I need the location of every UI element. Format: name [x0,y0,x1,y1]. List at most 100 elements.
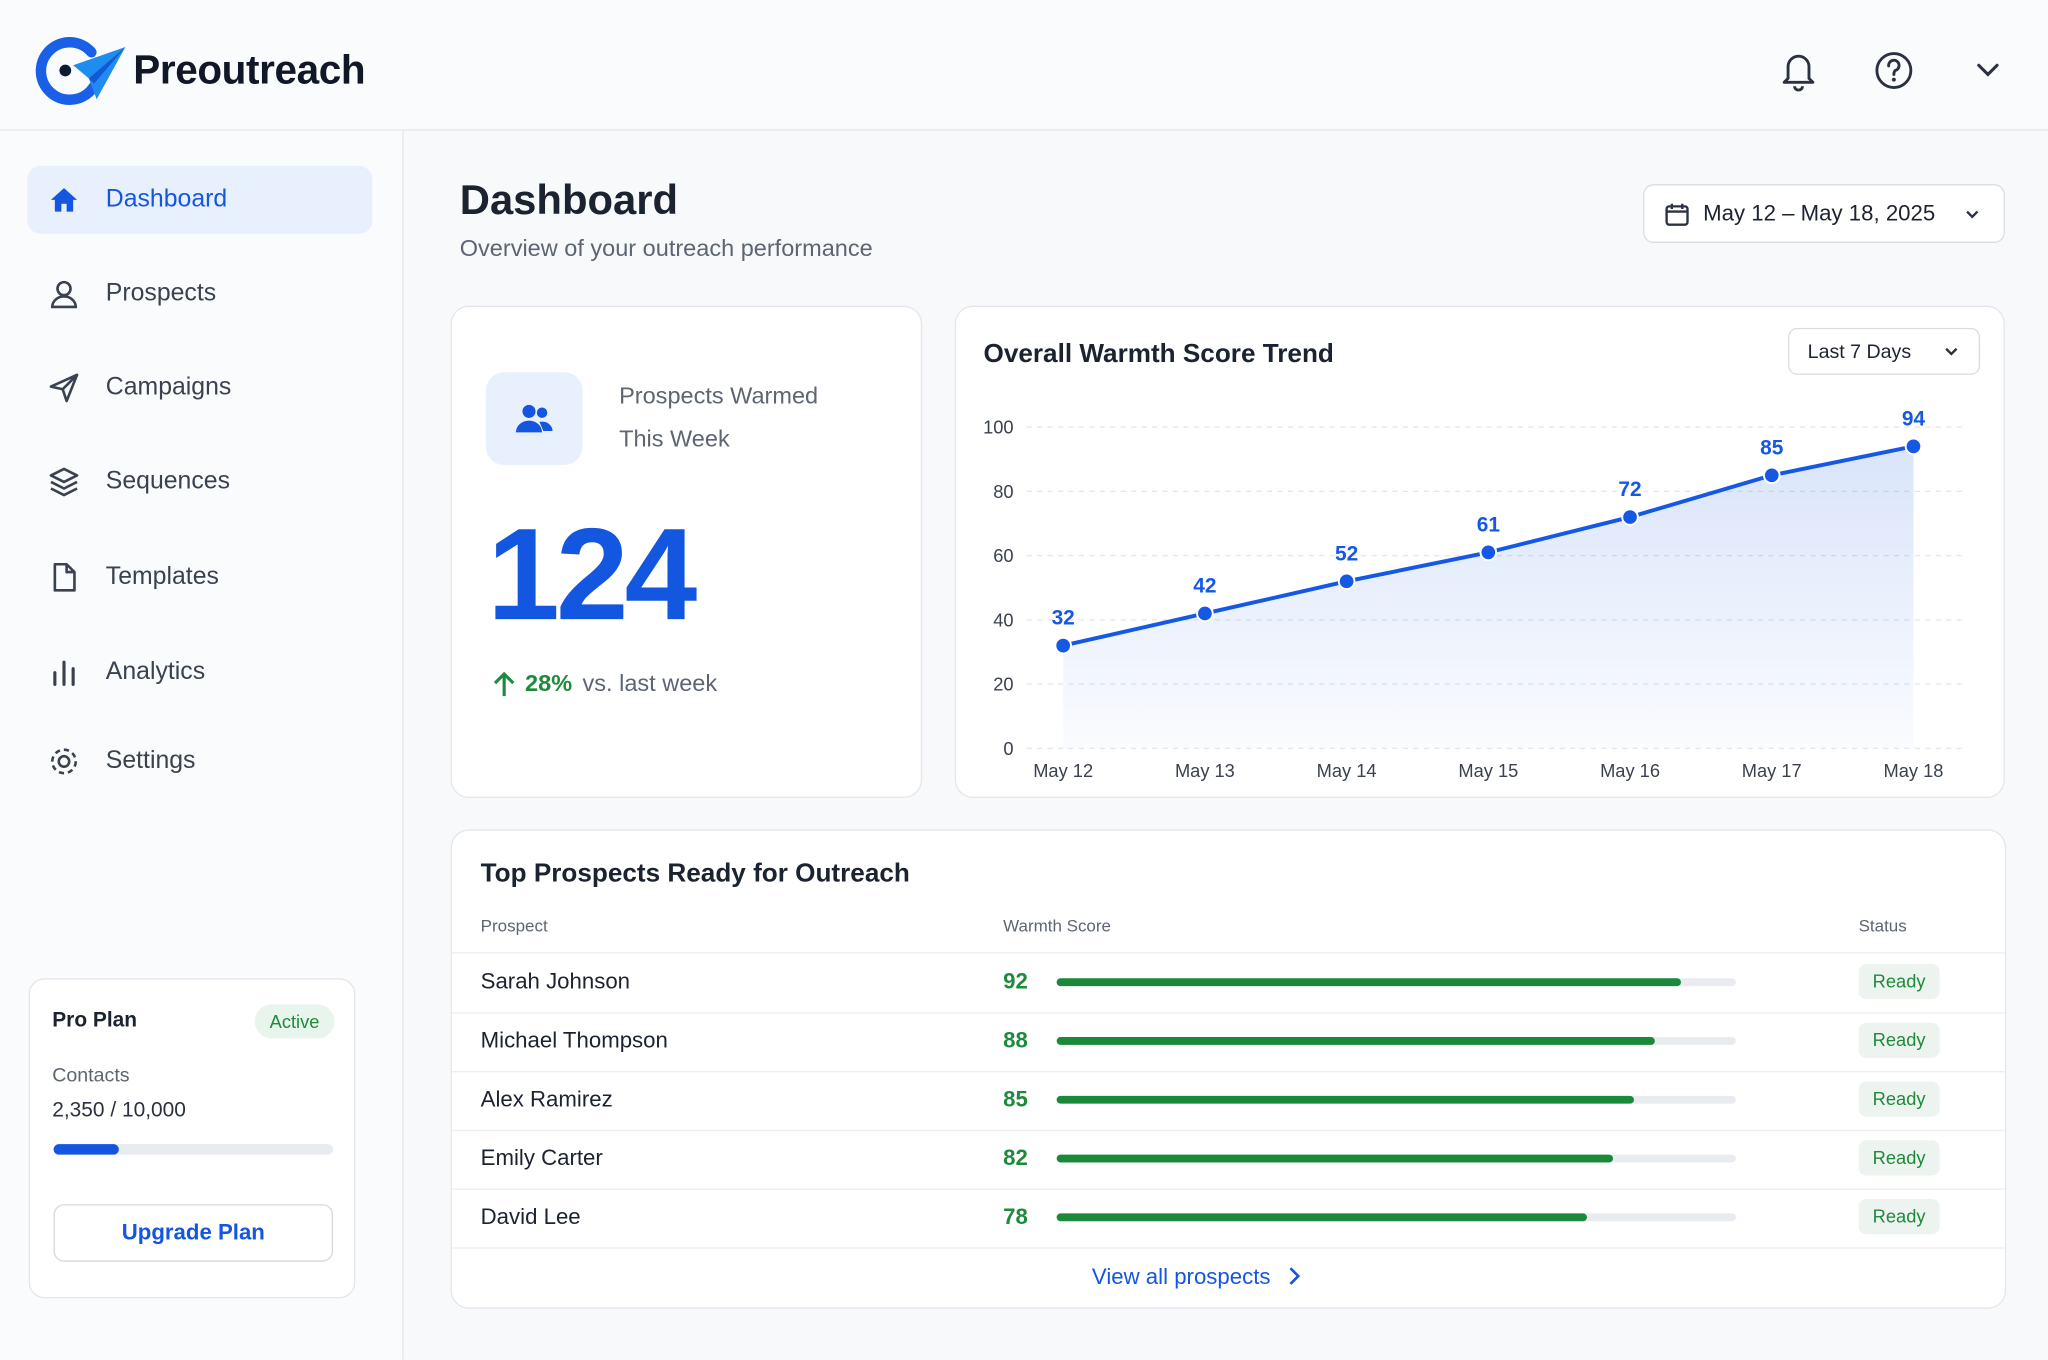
table-card: Top Prospects Ready for Outreach Prospec… [450,829,2007,1309]
row-divider [451,952,2005,954]
score-bar [1056,1095,1634,1104]
warmth-score: 85 [1003,1086,1028,1112]
area [1063,446,1914,749]
value-label: 52 [1335,542,1358,565]
warmth-score: 82 [1003,1145,1028,1171]
logo [35,37,126,105]
score-bar [1056,1154,1614,1163]
value-label: 94 [1902,407,1926,430]
row-divider [451,1247,2005,1249]
header: Preoutreach [0,0,2048,131]
value-label: 42 [1193,575,1216,598]
date-range: May 12 – May 18, 2025 [1703,201,1936,226]
column-header: Prospect [480,915,548,936]
stat-icon [485,372,583,465]
nav-label: Dashboard [105,185,228,213]
nav-item[interactable]: Campaigns [27,354,372,422]
point [1196,604,1214,623]
link-text: View all prospects [1091,1264,1271,1290]
y-tick-label: 60 [993,545,1013,566]
row-divider [451,1012,2005,1014]
prospect-name: Sarah Johnson [480,969,631,994]
view-all-link[interactable]: View all prospects [1092,1264,1302,1290]
nav-label: Sequences [105,467,230,496]
point [1762,466,1781,485]
nav-item[interactable]: Analytics [27,639,372,707]
nav-label: Settings [105,747,196,775]
usage-track [53,1144,334,1155]
value-label: 72 [1618,478,1641,501]
score-bar [1056,1037,1655,1045]
page-subtitle: Overview of your outreach performance [459,235,873,262]
plan-name: Pro Plan [52,1009,138,1032]
page-title: Dashboard [459,176,679,224]
stat-label: Prospects Warmed This Week [619,382,819,452]
nav-label: Analytics [105,658,206,686]
status-badge: Ready [1858,1081,1940,1117]
usage-bar [53,1144,120,1155]
stat-change: 28% [525,670,573,697]
x-tick-label: May 17 [1742,760,1802,781]
y-tick-label: 80 [993,481,1013,502]
prospect-name: Alex Ramirez [480,1086,613,1112]
warmth-score: 88 [1003,1027,1028,1053]
column-header: Warmth Score [1003,915,1111,936]
row-divider [451,1188,2005,1190]
stat-change-note: vs. last week [582,670,718,697]
chart-card: Overall Warmth Score Trend Last 7 Days 0… [954,305,2005,799]
y-tick-label: 40 [993,609,1013,630]
contacts-usage: 2,350 / 10,000 [52,1099,186,1122]
x-tick-label: May 14 [1317,760,1377,781]
nav-label: Campaigns [105,373,232,401]
row-divider [451,1129,2005,1132]
status-badge: Ready [1858,1140,1940,1176]
row-divider [451,1071,2005,1073]
x-tick-label: May 15 [1458,760,1518,781]
account-menu[interactable] [1974,57,2003,83]
x-tick-label: May 12 [1033,760,1093,781]
y-tick-label: 100 [983,417,1013,438]
score-bar [1056,1213,1587,1222]
nav-item[interactable]: Settings [27,728,372,796]
y-tick-label: 20 [993,674,1013,695]
status-badge: Ready [1858,1022,1940,1058]
nav-item[interactable]: Templates [27,543,372,611]
nav-item[interactable]: Sequences [27,448,372,516]
point [1479,543,1498,562]
prospect-name: Michael Thompson [480,1027,668,1053]
prospect-name: Emily Carter [480,1145,603,1171]
value-label: 32 [1052,607,1075,630]
plan-status: Active [254,1004,335,1039]
value-label: 61 [1477,514,1501,537]
contacts-label: Contacts [52,1064,130,1087]
brand: Preoutreach [133,47,366,93]
table-title: Top Prospects Ready for Outreach [480,859,910,889]
nav-label: Templates [105,562,219,591]
x-tick-label: May 18 [1884,760,1944,781]
nav-item[interactable]: Prospects [27,260,372,328]
score-bar [1056,978,1682,987]
range-selector[interactable]: Last 7 Days [1788,327,1981,375]
status-badge: Ready [1858,963,1940,1000]
stat-card: Prospects Warmed This Week 124 28% vs. l… [450,305,923,799]
range-label: Last 7 Days [1807,340,1912,364]
point [1337,572,1356,591]
prospect-name: David Lee [480,1204,581,1230]
help-icon[interactable] [1873,50,1915,92]
x-tick-label: May 16 [1600,760,1660,781]
y-tick-label: 0 [1003,738,1013,759]
date-picker[interactable]: May 12 – May 18, 2025 [1643,184,2005,243]
column-header: Status [1858,915,1907,936]
point [1054,636,1072,655]
warmth-score: 78 [1003,1204,1028,1230]
nav-item[interactable]: Dashboard [27,165,373,234]
x-tick-label: May 13 [1175,760,1235,781]
value-label: 85 [1760,436,1784,459]
upgrade-button[interactable]: Upgrade Plan [53,1204,334,1262]
notifications-icon[interactable] [1779,50,1818,92]
plan-card: Pro Plan Active Contacts 2,350 / 10,000 … [28,978,356,1299]
stat-value: 124 [487,501,697,648]
nav-label: Prospects [105,279,217,307]
line-chart: 0 20 40 60 80 100 May 12 May 13 May 14 May 15 May … [983,407,1968,781]
